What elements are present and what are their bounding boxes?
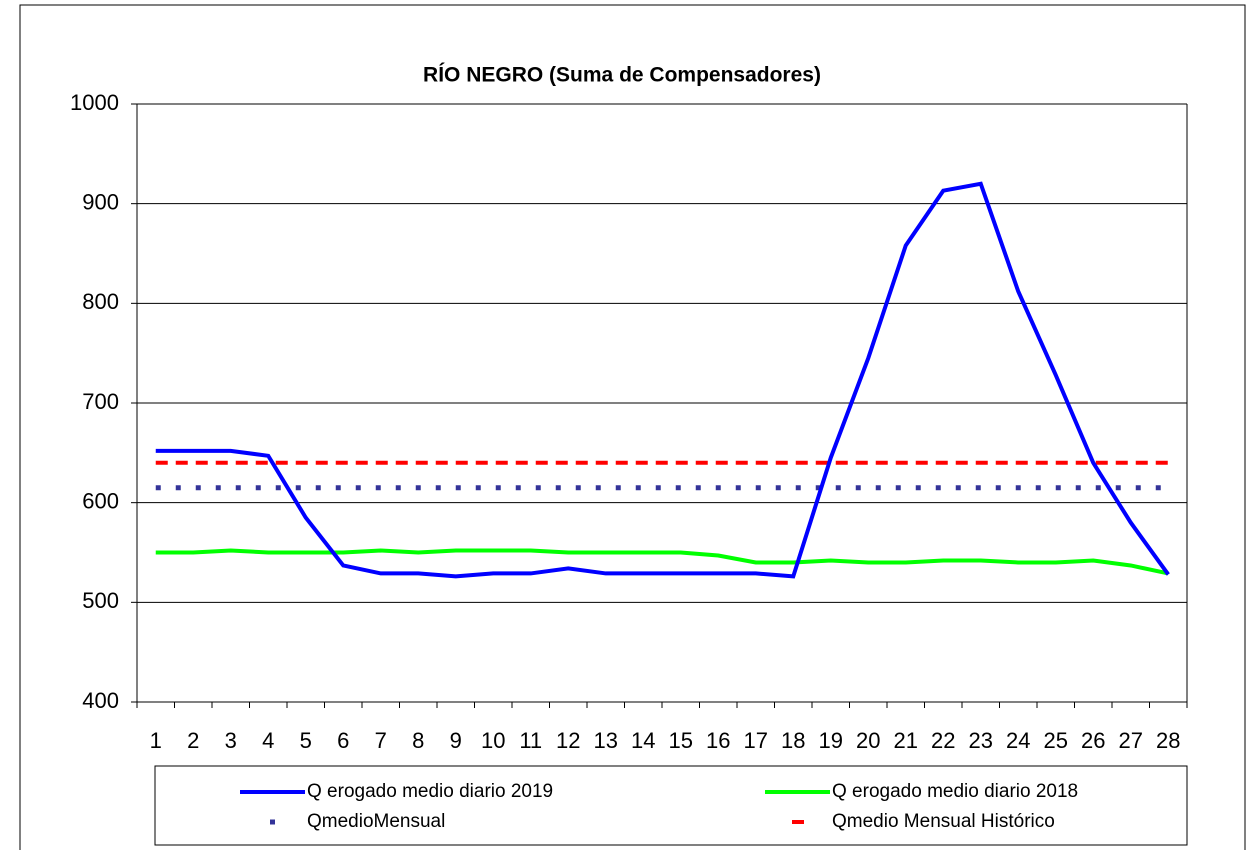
x-tick-label: 13	[594, 728, 618, 753]
series-line	[155, 548, 1169, 576]
legend-swatch	[792, 820, 804, 824]
x-tick-label: 1	[150, 728, 162, 753]
x-tick-label: 21	[894, 728, 918, 753]
x-tick-label: 2	[187, 728, 199, 753]
x-tick-label: 26	[1081, 728, 1105, 753]
x-tick-label: 16	[706, 728, 730, 753]
legend-label: Q erogado medio diario 2018	[832, 781, 1078, 802]
chart-title: RÍO NEGRO (Suma de Compensadores)	[423, 64, 821, 87]
x-tick-label: 3	[225, 728, 237, 753]
x-tick-label: 7	[375, 728, 387, 753]
y-tick-label: 800	[82, 289, 119, 314]
x-tick-label: 8	[412, 728, 424, 753]
x-tick-label: 4	[262, 728, 274, 753]
legend	[154, 765, 1188, 846]
x-tick-label: 14	[631, 728, 655, 753]
y-tick-label: 900	[82, 189, 119, 214]
y-tick-label: 1000	[70, 90, 119, 115]
x-tick-label: 23	[969, 728, 993, 753]
y-tick-label: 500	[82, 588, 119, 613]
legend-label: Q erogado medio diario 2019	[307, 781, 553, 802]
x-tick-label: 22	[931, 728, 955, 753]
y-tick-label: 600	[82, 488, 119, 513]
x-tick-label: 24	[1006, 728, 1030, 753]
x-tick-label: 25	[1044, 728, 1068, 753]
x-tick-label: 9	[450, 728, 462, 753]
legend-label: Qmedio Mensual Histórico	[832, 811, 1055, 832]
y-tick-label: 700	[82, 389, 119, 414]
x-tick-label: 12	[556, 728, 580, 753]
legend-label: QmedioMensual	[307, 811, 445, 832]
legend-swatch	[270, 819, 275, 825]
x-tick-label: 10	[481, 728, 505, 753]
x-tick-label: 17	[744, 728, 768, 753]
x-tick-label: 15	[669, 728, 693, 753]
x-tick-label: 6	[337, 728, 349, 753]
x-tick-label: 5	[300, 728, 312, 753]
x-tick-label: 28	[1156, 728, 1180, 753]
x-tick-label: 27	[1119, 728, 1143, 753]
x-tick-label: 20	[856, 728, 880, 753]
y-tick-label: 400	[82, 688, 119, 713]
x-tick-label: 18	[781, 728, 805, 753]
series-line	[155, 181, 1170, 579]
x-tick-label: 19	[819, 728, 843, 753]
chart-frame	[19, 4, 1246, 855]
x-tick-label: 11	[519, 728, 542, 753]
